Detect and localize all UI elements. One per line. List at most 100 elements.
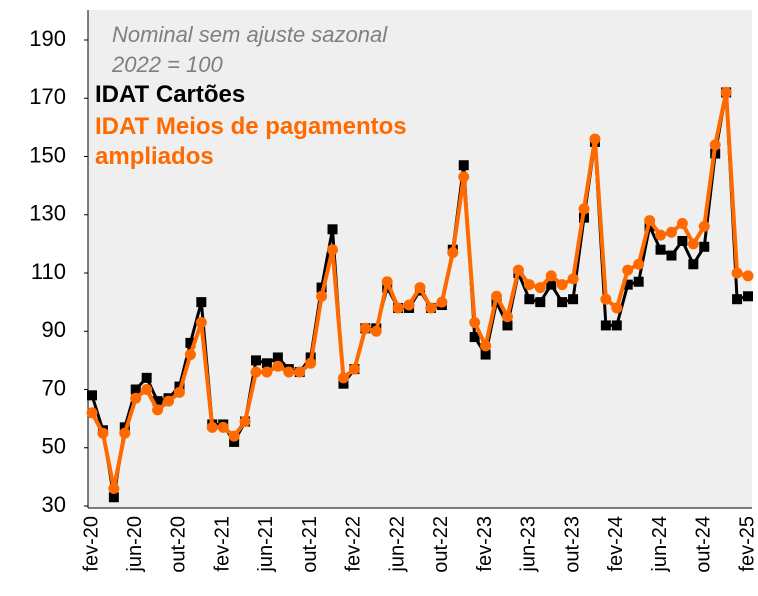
point [545,270,557,282]
point [229,436,240,447]
point [633,258,645,270]
point [392,302,404,314]
point [436,296,448,308]
point [502,320,513,331]
point [699,241,710,252]
point [644,215,656,227]
point [622,279,633,290]
y-tick-label: 190 [29,26,66,51]
point [731,267,743,279]
x-tick-label: jun-23 [518,516,540,573]
y-tick-label: 130 [29,201,66,226]
point [97,427,109,439]
point [261,366,273,378]
point [381,276,393,288]
point [86,407,98,419]
point [327,224,338,235]
point [239,416,251,428]
point [600,293,612,305]
point [141,384,153,395]
x-tick-label: fev-22 [343,516,365,572]
point [633,276,644,287]
point [173,386,185,398]
y-tick-label: 150 [29,142,66,167]
point [589,133,601,145]
point [687,238,699,250]
y-tick-label: 170 [29,84,66,109]
x-tick-label: out-22 [430,516,452,573]
point [622,264,634,276]
point [546,279,557,290]
point [130,384,141,395]
point [261,358,272,369]
point [348,363,360,375]
point [611,320,622,331]
point [370,325,382,337]
point [447,247,459,259]
point [87,390,97,401]
point [743,291,753,302]
point [688,259,699,270]
point [316,290,328,302]
point [568,294,579,305]
point [108,492,119,503]
x-tick-label: out-24 [693,516,715,573]
legend-entry: IDAT Meios de pagamentos ampliados [95,113,407,170]
point [469,332,480,343]
legend-entry: IDAT Cartões [95,81,246,108]
point [294,366,306,378]
point [512,264,524,276]
point [458,171,470,183]
point [732,294,743,305]
point [206,421,218,433]
point [414,282,426,294]
x-tick-label: out-20 [168,516,190,573]
point [228,430,240,442]
point [567,273,579,285]
point [403,299,415,311]
point [523,279,535,291]
point [119,427,131,439]
point [359,322,371,334]
point [709,139,721,151]
point [742,270,754,282]
point [185,337,196,348]
point [655,229,667,241]
x-tick-label: out-21 [299,516,321,573]
point [305,357,317,369]
point [557,297,568,308]
y-tick-label: 90 [42,317,66,342]
point [196,297,207,308]
point [251,355,261,366]
point [152,404,164,416]
point [272,352,283,363]
point [338,378,349,389]
point [480,340,492,352]
point [501,311,513,323]
point [337,372,349,384]
point [600,320,611,331]
point [491,290,503,302]
point [535,297,546,308]
point [534,282,546,294]
point [611,302,623,314]
point [250,366,262,378]
y-tick-label: 30 [42,492,66,517]
point [677,235,688,246]
x-tick-label: jun-20 [124,516,146,573]
x-tick-label: jun-21 [255,516,277,573]
point [469,317,481,329]
point [152,396,163,407]
annotation: Nominal sem ajuste sazonal [112,22,388,47]
x-tick-label: jun-22 [386,516,408,573]
y-tick-label: 110 [31,259,66,284]
x-tick-label: out-23 [561,516,583,573]
x-tick-label: fev-20 [80,516,102,572]
x-tick-label: fev-23 [474,516,496,572]
x-tick-label: jun-24 [649,516,671,573]
point [666,250,677,261]
point [108,483,120,495]
point [195,317,207,329]
